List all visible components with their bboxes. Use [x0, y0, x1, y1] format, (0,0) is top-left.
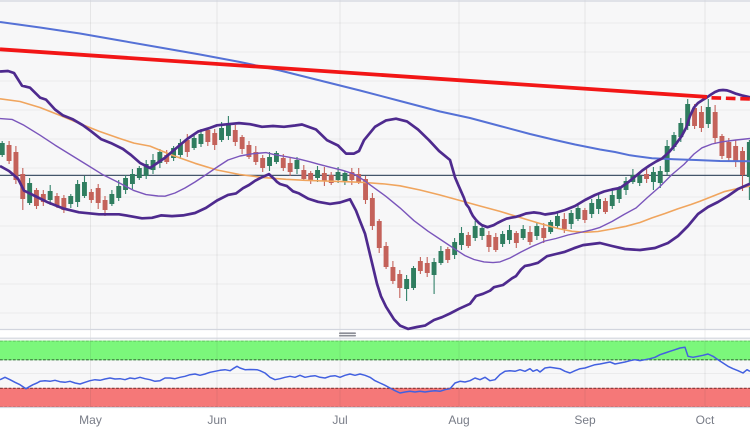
svg-text:Sep: Sep [574, 413, 596, 427]
svg-text:May: May [79, 413, 102, 427]
svg-text:Jun: Jun [207, 413, 226, 427]
svg-text:Aug: Aug [448, 413, 469, 427]
svg-text:Oct: Oct [696, 413, 715, 427]
svg-text:Jul: Jul [332, 413, 347, 427]
